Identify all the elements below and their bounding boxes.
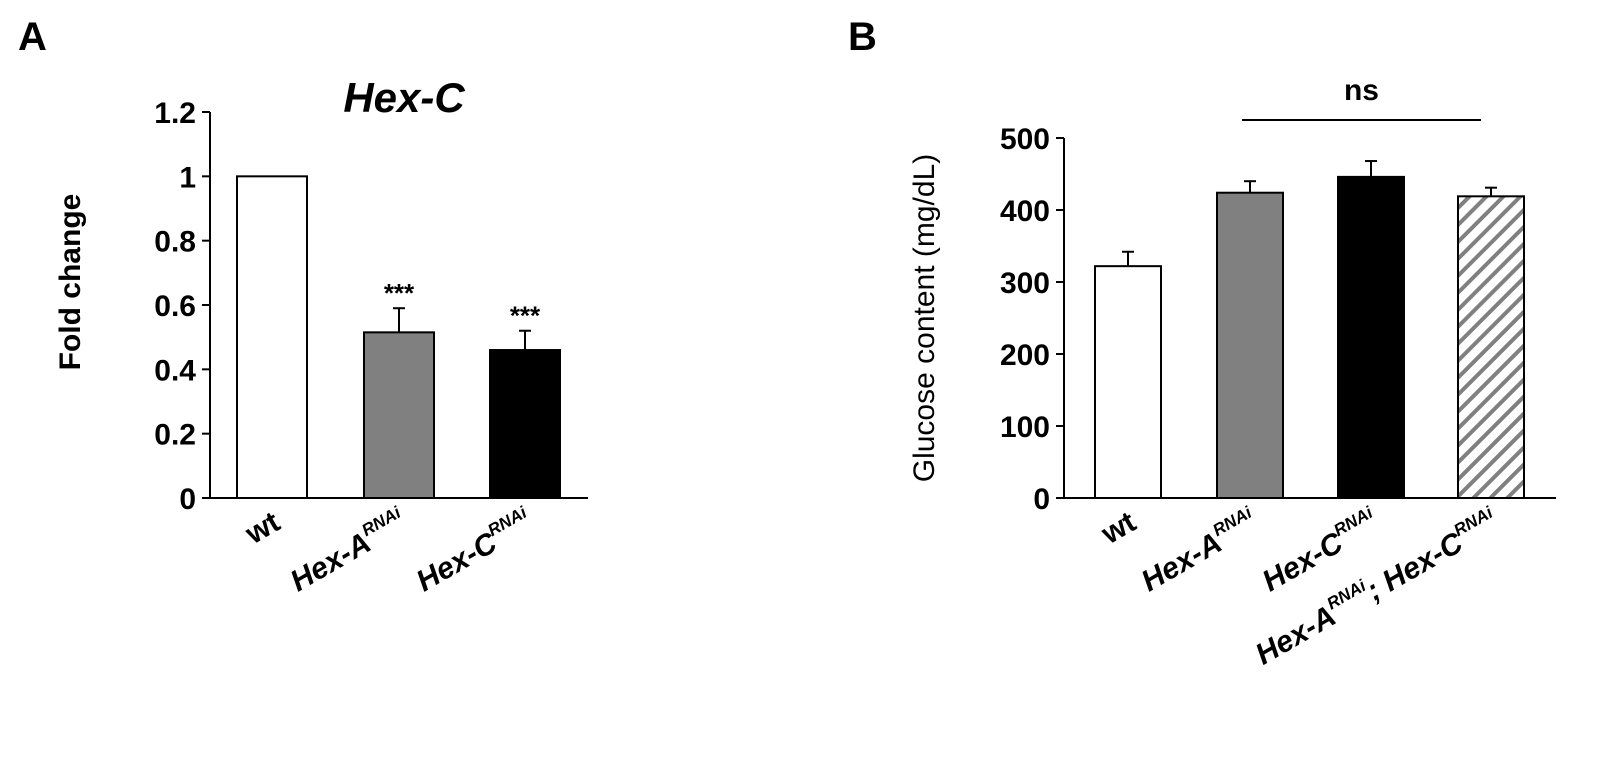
category-superscript: RNAi [485, 502, 532, 540]
category-label: Hex-ARNAi [1134, 502, 1264, 598]
significance-label: ns [1344, 74, 1379, 107]
chart-b: Glucose content (mg/dL) 0 100 200 300 400 500 w… [908, 74, 1556, 671]
category-label: wt [1095, 505, 1141, 551]
category-superscript: RNAi [1331, 502, 1378, 540]
category-superscript: RNAi [359, 502, 406, 540]
bar [1457, 195, 1525, 499]
y-tick-label: 0.4 [154, 354, 196, 387]
category-text: Hex-A [285, 526, 377, 598]
category-superscript: RNAi [1451, 502, 1498, 540]
y-tick-label: 0.8 [154, 226, 196, 259]
category-text: Hex-A [1136, 526, 1228, 598]
y-axis-label: Glucose content (mg/dL) [908, 154, 941, 483]
y-tick-label: 300 [1000, 267, 1050, 300]
bar [1216, 191, 1284, 499]
chart-title: Hex-C [343, 74, 465, 121]
y-axis-label: Fold change [54, 194, 87, 371]
y-tick-label: 0.6 [154, 290, 196, 323]
y-tick-label: 100 [1000, 411, 1050, 444]
y-tick-label: 1 [179, 161, 196, 194]
category-text: Hex-C [1257, 526, 1350, 599]
category-text: Hex-A [1250, 600, 1342, 672]
y-tick-label: 1.2 [154, 97, 196, 130]
bar [236, 175, 308, 499]
category-text: ; Hex-C [1361, 526, 1470, 608]
category-label: wt [239, 505, 285, 551]
y-tick-label: 0.2 [154, 419, 196, 452]
y-tick-label: 200 [1000, 339, 1050, 372]
chart-a: Hex-C Fold change 0 0.2 0.4 0.6 0.8 1 1.2 *** *** w… [54, 74, 588, 598]
panel-b-letter: B [848, 15, 877, 59]
y-tick-label: 0 [179, 483, 196, 516]
y-tick-label: 400 [1000, 195, 1050, 228]
y-tick-label: 0 [1033, 483, 1050, 516]
panel-a-letter: A [18, 15, 47, 59]
bar [363, 331, 435, 500]
category-label: Hex-ARNAi [283, 502, 413, 598]
significance-stars: *** [510, 301, 541, 331]
category-text: wt [1095, 505, 1141, 551]
category-text: Hex-C [411, 526, 504, 599]
category-label: Hex-CRNAi [409, 502, 539, 598]
bar [489, 349, 561, 499]
category-text: wt [239, 505, 285, 551]
y-tick-label: 500 [1000, 123, 1050, 156]
significance-stars: *** [384, 278, 415, 308]
bar [1094, 265, 1162, 499]
bar [1337, 175, 1405, 499]
category-superscript: RNAi [1210, 502, 1257, 540]
